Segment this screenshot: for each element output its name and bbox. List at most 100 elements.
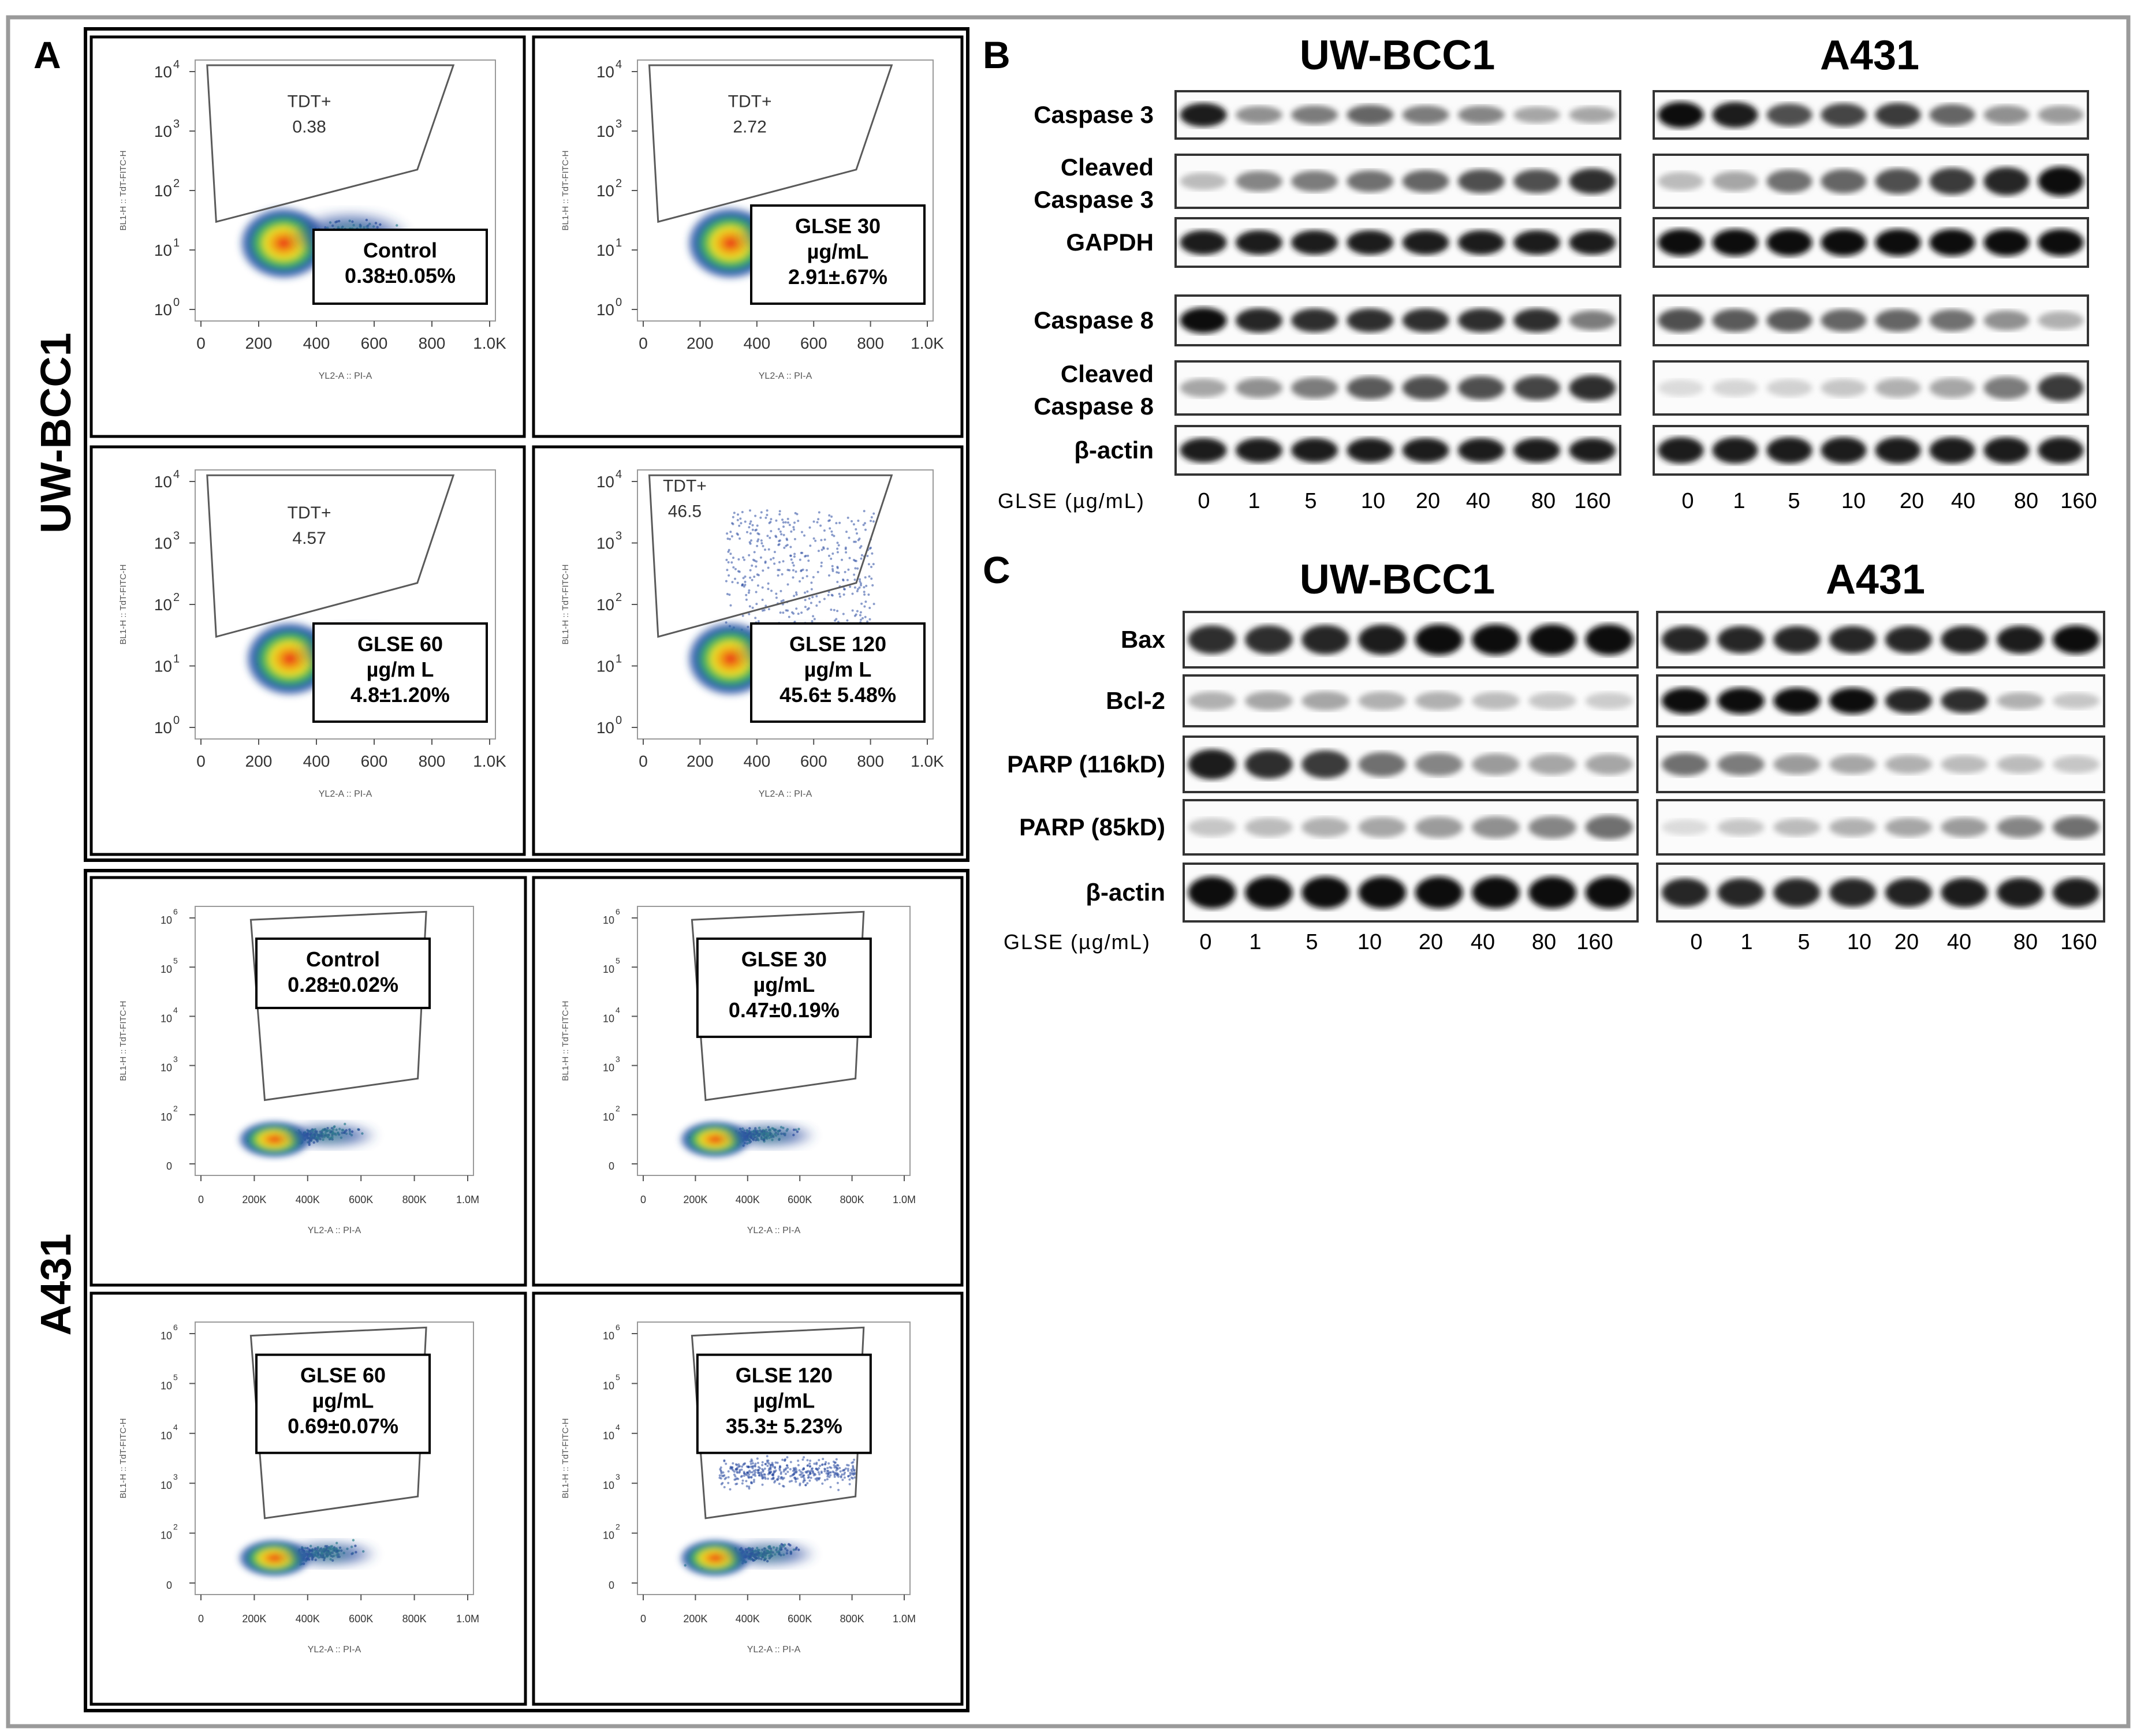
blot-band [1983, 310, 2030, 331]
x-tick-label: 400 [303, 334, 330, 352]
y-tick-label: 10 [596, 63, 614, 81]
y-tick-label: 10 [603, 1480, 614, 1491]
panel-c-a431-dose: 5 [1797, 930, 1810, 954]
panel-b-a431-dose: 160 [2060, 489, 2097, 513]
blot-band [1658, 102, 1704, 128]
blot-band [1997, 625, 2044, 654]
blot-band [1301, 750, 1349, 779]
panel-letter-a: A [33, 33, 61, 76]
panel-c-uw-dose: 40 [1471, 930, 1495, 954]
y-tick-exponent: 4 [616, 468, 622, 481]
uw-flow-group-frame [84, 27, 969, 862]
blot-band [1997, 816, 2044, 838]
x-tick-label: 1.0M [893, 1613, 916, 1625]
y-tick-label: 10 [603, 1430, 614, 1442]
y-tick-label: 10 [154, 182, 172, 200]
row-label-a431: A431 [32, 1234, 80, 1336]
blot-band [1472, 753, 1520, 775]
blot-band [1717, 878, 1765, 907]
y-axis-label: BL1-H :: TdT-FITC-H [561, 151, 570, 231]
x-tick-label: 0 [640, 1613, 646, 1625]
blot-band [1983, 105, 2030, 125]
blot-band [1458, 169, 1505, 193]
blot-band [1358, 817, 1407, 838]
y-tick-exponent: 3 [173, 530, 180, 543]
treatment-line: µg/mL [753, 1389, 815, 1413]
gate-percent: 0.38 [292, 117, 326, 136]
panel-c-uw-dose: 5 [1306, 930, 1318, 954]
panel-c-uw-blot-row-4 [1183, 799, 1639, 856]
blot-band [1875, 229, 1921, 256]
panel-b-uw-dose: 5 [1304, 489, 1316, 513]
treatment-line: Control [306, 947, 380, 971]
y-tick-label: 10 [596, 658, 614, 675]
x-tick-label: 0 [639, 334, 648, 352]
panel-c-row-label: Bax [1121, 626, 1166, 653]
panel-b-uw-blot-row-6 [1174, 425, 1621, 476]
blot-band [1983, 167, 2030, 196]
x-tick-label: 800K [402, 1613, 427, 1625]
y-tick-exponent: 2 [173, 1522, 178, 1532]
blot-band [1188, 818, 1236, 837]
panel-b-a431-dose: 80 [2014, 489, 2038, 513]
panel-c-a431-dose: 10 [1847, 930, 1871, 954]
y-axis-label: BL1-H :: TdT-FITC-H [118, 565, 128, 645]
x-axis-label: YL2-A :: PI-A [308, 1645, 361, 1655]
x-tick-label: 200K [242, 1194, 266, 1205]
blot-band [1885, 688, 1932, 714]
y-tick-label: 10 [154, 241, 172, 259]
x-tick-label: 400K [296, 1613, 320, 1625]
y-tick-label: 10 [596, 535, 614, 552]
blot-band [1245, 625, 1293, 654]
x-tick-label: 200K [683, 1194, 707, 1205]
blot-band [1569, 168, 1616, 195]
x-tick-label: 400K [736, 1613, 760, 1625]
panel-c-a431-dose: 0 [1690, 930, 1702, 954]
blot-band [1569, 310, 1616, 331]
blot-band [1658, 229, 1704, 256]
blot-band [1528, 816, 1576, 839]
tdt-gate [691, 1326, 865, 1520]
x-tick-label: 600K [349, 1613, 373, 1625]
y-tick-label: 10 [154, 596, 172, 614]
blot-band [1829, 878, 1877, 907]
panel-c-a431-blot-row-5 [1656, 863, 2105, 923]
blot-band [1875, 169, 1921, 194]
tdt-gate [206, 64, 455, 223]
panel-letter-b: B [983, 33, 1010, 76]
y-tick-label: 0 [166, 1580, 172, 1591]
blot-band [1458, 376, 1505, 400]
panel-b-a431-dose: 1 [1733, 489, 1745, 513]
y-tick-exponent: 1 [173, 653, 180, 666]
y-tick-label: 10 [161, 1530, 172, 1541]
panel-c-uw-blot-row-1 [1183, 611, 1639, 669]
x-tick-label: 1.0K [473, 334, 506, 352]
blot-band [2038, 229, 2084, 256]
y-tick-exponent: 5 [616, 1372, 620, 1382]
blot-band [1929, 167, 1975, 195]
x-tick-label: 400 [743, 752, 770, 770]
blot-band [1875, 309, 1921, 332]
blot-band [1236, 171, 1282, 192]
panel-c-uw-dose: 80 [1532, 930, 1556, 954]
treatment-line: µg/mL [807, 240, 869, 263]
row-label-uw-bcc1: UW-BCC1 [32, 333, 80, 533]
blot-band [1358, 691, 1407, 711]
blot-band [1569, 106, 1616, 124]
y-tick-exponent: 0 [616, 714, 622, 727]
y-tick-exponent: 2 [616, 591, 622, 604]
treatment-line: 35.3± 5.23% [726, 1414, 842, 1438]
blot-band [1929, 437, 1975, 464]
panel-b-uw-blot-row-2 [1174, 154, 1621, 209]
y-tick-exponent: 3 [173, 118, 180, 130]
blot-band [1997, 755, 2044, 774]
blot-band [1661, 819, 1709, 835]
blot-band [1821, 169, 1867, 193]
blot-band [1773, 878, 1821, 907]
y-tick-exponent: 2 [616, 177, 622, 190]
blot-band [1773, 626, 1821, 654]
y-tick-label: 10 [603, 1330, 614, 1342]
blot-band [1829, 818, 1877, 837]
